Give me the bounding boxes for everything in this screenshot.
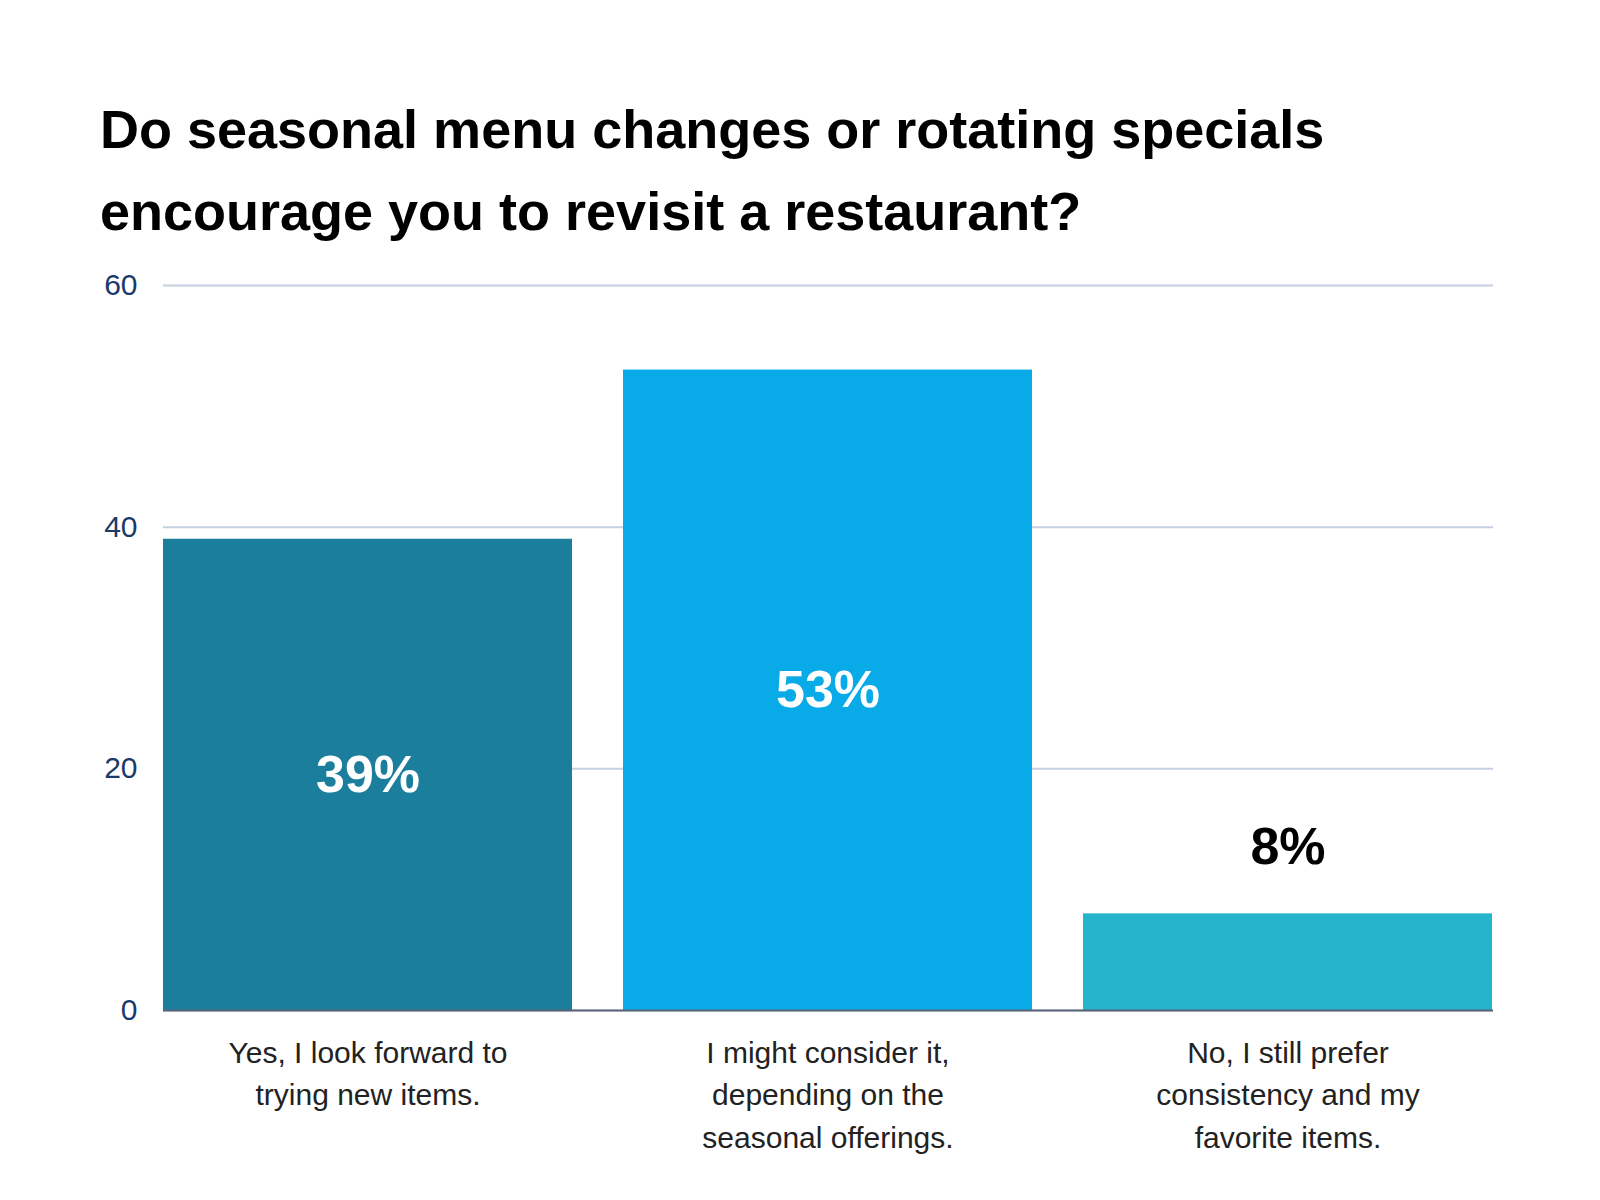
svg-text:Yes, I look forward totrying n: Yes, I look forward totrying new items. [228, 1036, 507, 1112]
svg-text:I might consider it,depending: I might consider it,depending on theseas… [702, 1036, 953, 1154]
svg-text:60: 60 [104, 268, 137, 301]
svg-text:40: 40 [104, 510, 137, 543]
svg-text:8%: 8% [1250, 817, 1325, 875]
svg-text:0: 0 [121, 993, 138, 1026]
svg-text:20: 20 [104, 751, 137, 784]
svg-text:No, I still preferconsistency: No, I still preferconsistency and myfavo… [1156, 1036, 1419, 1154]
svg-text:39%: 39% [316, 745, 420, 803]
svg-text:53%: 53% [776, 660, 880, 718]
html-text:Do seasonal menu changes or ro: Do seasonal menu changes or rotating spe… [100, 99, 1325, 241]
